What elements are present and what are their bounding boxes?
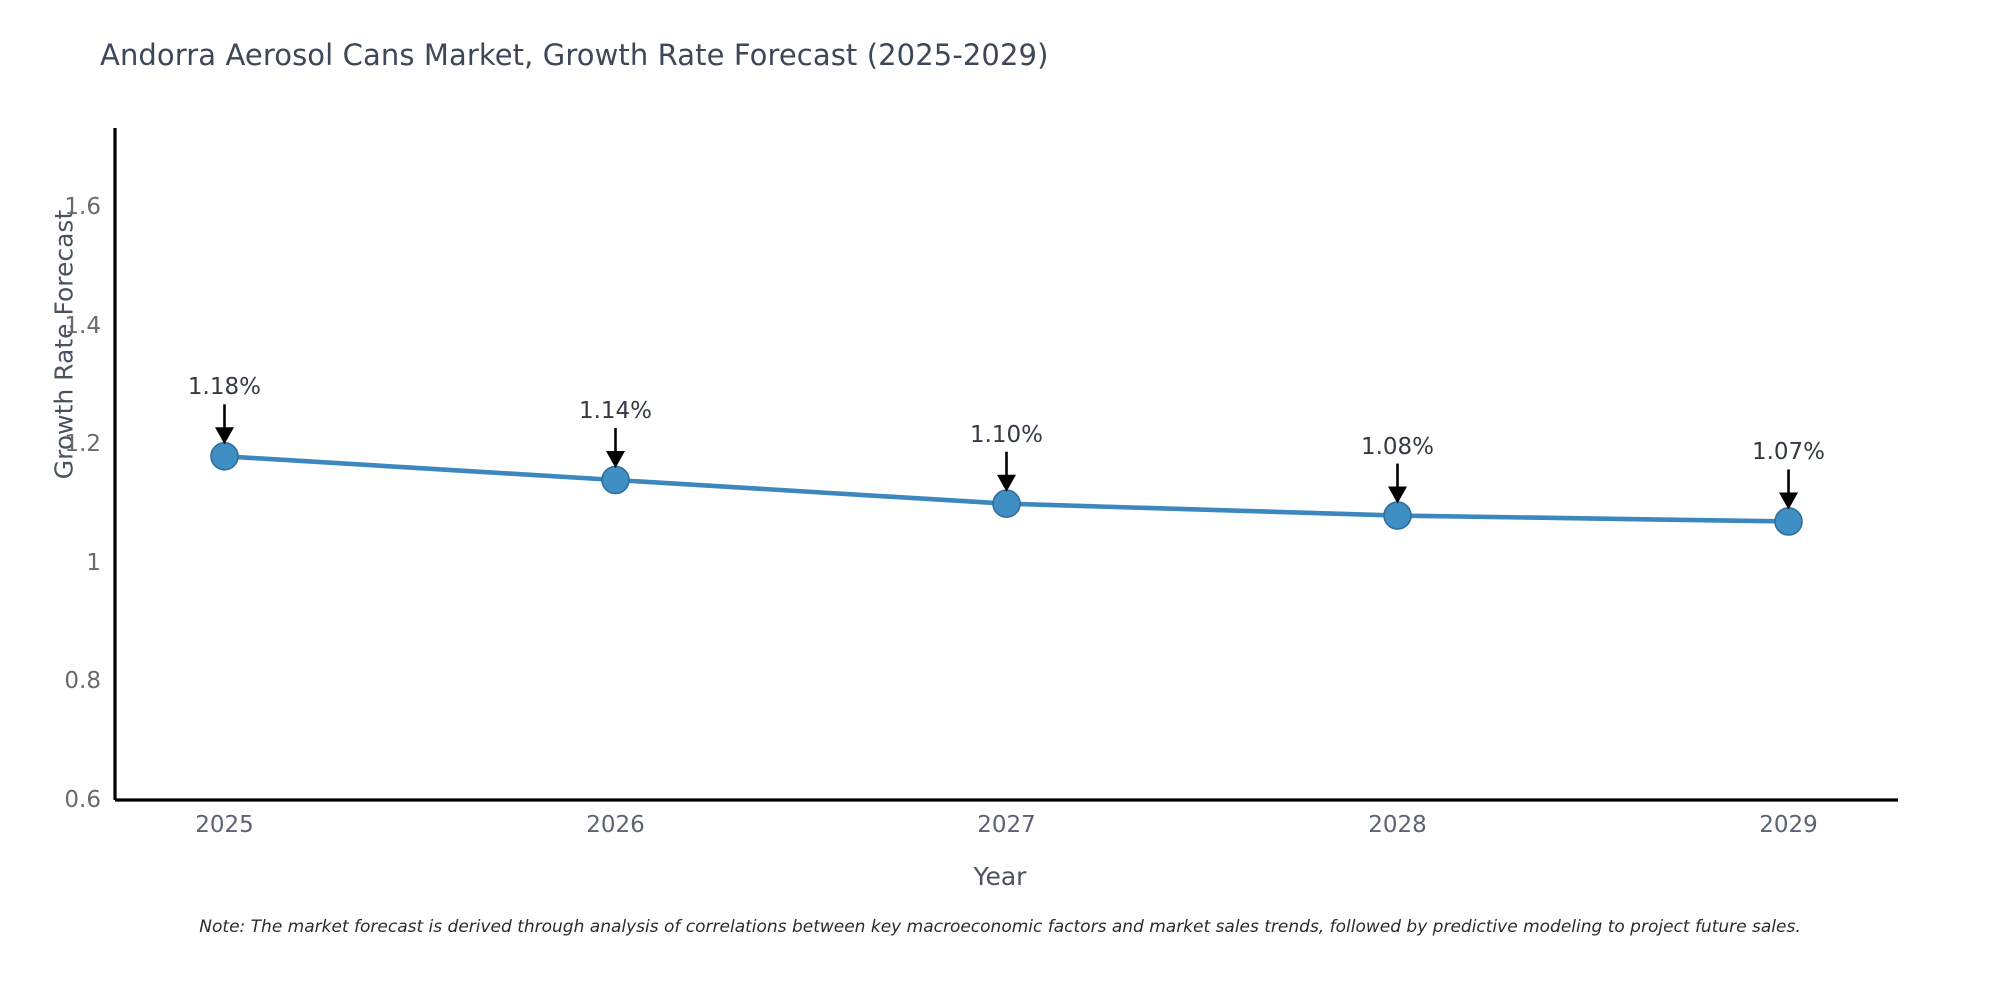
data-point-value-label: 1.18% — [187, 374, 261, 401]
x-tick-label: 2025 — [195, 812, 254, 838]
x-tick-label: 2026 — [586, 812, 645, 838]
data-point-marker — [601, 465, 630, 495]
data-point-marker — [1774, 507, 1803, 536]
x-tick-label: 2029 — [1759, 812, 1818, 838]
annotation-arrow-head — [997, 474, 1016, 492]
data-point-marker — [992, 489, 1021, 519]
y-tick-label: 1.6 — [64, 194, 101, 221]
axes — [113, 128, 1898, 802]
annotation-arrow-head — [1779, 492, 1799, 510]
series-line-growth-rate-forecast — [222, 453, 1791, 524]
x-tick-label: 2027 — [977, 812, 1036, 838]
y-tick-label: 1 — [86, 549, 101, 576]
x-axis-title: Year — [973, 862, 1027, 891]
annotation-arrow-head — [605, 451, 625, 468]
data-point-marker — [210, 441, 239, 471]
data-point-markers — [210, 441, 1803, 536]
chart-footnote: Note: The market forecast is derived thr… — [199, 917, 1801, 937]
annotation-arrow-head — [214, 427, 234, 445]
chart-title: Andorra Aerosol Cans Market, Growth Rate… — [100, 38, 1049, 72]
x-tick-label: 2028 — [1368, 812, 1427, 838]
y-tick-label: 1.4 — [64, 312, 101, 339]
annotation-arrows — [214, 404, 1799, 510]
y-tick-label: 1.2 — [64, 431, 101, 458]
data-point-value-label: 1.08% — [1360, 433, 1435, 460]
annotation-arrow-head — [1388, 486, 1408, 504]
data-point-value-label: 1.14% — [578, 398, 653, 424]
data-point-marker — [1383, 501, 1412, 530]
line-series — [222, 453, 1791, 524]
y-tick-label: 0.6 — [64, 787, 101, 813]
data-point-value-label: 1.10% — [969, 421, 1044, 448]
data-point-value-label: 1.07% — [1751, 439, 1826, 466]
y-tick-label: 0.8 — [64, 668, 101, 695]
